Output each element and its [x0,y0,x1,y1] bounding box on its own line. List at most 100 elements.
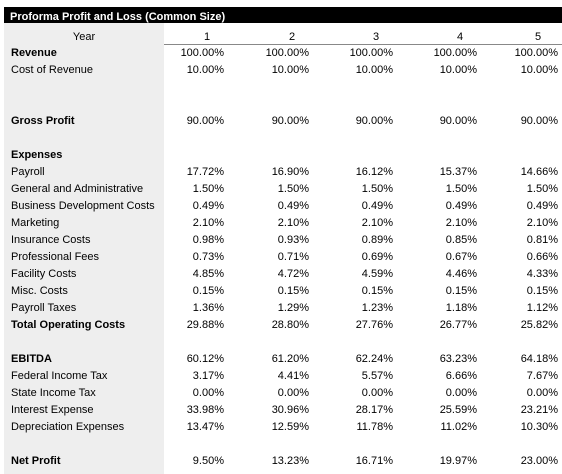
value-cell-year-2[interactable]: 4.72% [277,268,309,280]
value-cell-year-4[interactable]: 6.66% [445,370,477,382]
value-cell-year-3[interactable]: 1.50% [361,183,393,195]
row-label[interactable]: Net Profit [11,455,61,467]
value-cell-year-2[interactable]: 0.15% [277,285,309,297]
value-cell-year-4[interactable]: 0.15% [445,285,477,297]
value-cell-year-3[interactable]: 0.89% [361,234,393,246]
value-cell-year-4[interactable]: 10.00% [439,64,477,76]
value-cell-year-5[interactable]: 2.10% [526,217,558,229]
value-cell-year-1[interactable]: 9.50% [192,455,224,467]
value-cell-year-1[interactable]: 3.17% [192,370,224,382]
value-cell-year-2[interactable]: 100.00% [265,47,309,59]
value-cell-year-5[interactable]: 1.12% [526,302,558,314]
value-cell-year-2[interactable]: 0.00% [277,387,309,399]
value-cell-year-5[interactable] [488,147,558,164]
value-cell-year-4[interactable]: 4.46% [445,268,477,280]
value-cell-year-5[interactable]: 0.66% [526,251,558,263]
value-cell-year-1[interactable]: 10.00% [186,64,224,76]
value-cell-year-4[interactable]: 15.37% [439,166,477,178]
value-cell-year-1[interactable]: 0.98% [192,234,224,246]
row-label[interactable]: Payroll [11,166,45,178]
value-cell-year-2[interactable] [239,147,309,164]
value-cell-year-5[interactable]: 23.21% [520,404,558,416]
value-cell-year-3[interactable] [323,147,393,164]
value-cell-year-2[interactable]: 12.59% [271,421,309,433]
value-cell-year-4[interactable]: 1.18% [445,302,477,314]
value-cell-year-3[interactable]: 0.00% [361,387,393,399]
value-cell-year-2[interactable]: 1.29% [277,302,309,314]
year-header-label[interactable]: Year [72,31,96,43]
value-cell-year-5[interactable]: 0.49% [526,200,558,212]
year-header-5[interactable]: 5 [534,31,542,43]
value-cell-year-1[interactable]: 0.49% [192,200,224,212]
value-cell-year-1[interactable]: 90.00% [186,115,224,127]
value-cell-year-5[interactable]: 0.15% [526,285,558,297]
row-label[interactable]: State Income Tax [11,387,96,399]
value-cell-year-2[interactable]: 0.49% [277,200,309,212]
value-cell-year-5[interactable]: 10.00% [520,64,558,76]
value-cell-year-4[interactable]: 19.97% [439,455,477,467]
year-header-4[interactable]: 4 [456,31,464,43]
value-cell-year-1[interactable]: 13.47% [186,421,224,433]
value-cell-year-2[interactable]: 90.00% [271,115,309,127]
value-cell-year-1[interactable]: 29.88% [186,319,224,331]
value-cell-year-5[interactable]: 0.00% [526,387,558,399]
row-label[interactable]: EBITDA [11,353,52,365]
value-cell-year-2[interactable]: 0.93% [277,234,309,246]
value-cell-year-4[interactable]: 2.10% [445,217,477,229]
year-header-3[interactable]: 3 [372,31,380,43]
value-cell-year-2[interactable]: 0.71% [277,251,309,263]
value-cell-year-1[interactable] [154,147,224,164]
value-cell-year-4[interactable]: 0.85% [445,234,477,246]
row-label[interactable]: Interest Expense [11,404,94,416]
value-cell-year-4[interactable]: 0.00% [445,387,477,399]
row-label[interactable]: Business Development Costs [11,200,155,212]
value-cell-year-2[interactable]: 4.41% [277,370,309,382]
row-label[interactable]: Depreciation Expenses [11,421,125,433]
value-cell-year-4[interactable]: 25.59% [439,404,477,416]
value-cell-year-3[interactable]: 0.15% [361,285,393,297]
value-cell-year-4[interactable]: 100.00% [433,47,477,59]
value-cell-year-3[interactable]: 0.49% [361,200,393,212]
row-label[interactable]: Total Operating Costs [11,319,126,331]
value-cell-year-2[interactable]: 28.80% [271,319,309,331]
row-label[interactable]: Gross Profit [11,115,75,127]
value-cell-year-3[interactable]: 28.17% [355,404,393,416]
value-cell-year-3[interactable]: 1.23% [361,302,393,314]
value-cell-year-5[interactable]: 90.00% [520,115,558,127]
value-cell-year-4[interactable]: 90.00% [439,115,477,127]
value-cell-year-2[interactable]: 1.50% [277,183,309,195]
value-cell-year-5[interactable]: 100.00% [514,47,558,59]
value-cell-year-3[interactable]: 2.10% [361,217,393,229]
value-cell-year-5[interactable]: 14.66% [520,166,558,178]
value-cell-year-3[interactable]: 90.00% [355,115,393,127]
value-cell-year-5[interactable]: 64.18% [520,353,558,365]
value-cell-year-4[interactable]: 11.02% [440,421,478,433]
value-cell-year-3[interactable]: 16.12% [355,166,393,178]
value-cell-year-2[interactable]: 30.96% [271,404,309,416]
value-cell-year-1[interactable]: 0.00% [192,387,224,399]
value-cell-year-2[interactable]: 10.00% [271,64,309,76]
value-cell-year-3[interactable]: 62.24% [355,353,393,365]
row-label[interactable]: Facility Costs [11,268,77,280]
value-cell-year-5[interactable]: 1.50% [526,183,558,195]
row-label[interactable]: Revenue [11,47,57,59]
value-cell-year-1[interactable]: 2.10% [192,217,224,229]
value-cell-year-4[interactable]: 26.77% [439,319,477,331]
row-label[interactable]: Cost of Revenue [11,64,93,76]
value-cell-year-3[interactable]: 16.71% [355,455,393,467]
value-cell-year-4[interactable]: 1.50% [445,183,477,195]
value-cell-year-1[interactable]: 1.50% [192,183,224,195]
row-label[interactable]: Professional Fees [11,251,100,263]
value-cell-year-1[interactable]: 1.36% [192,302,224,314]
row-label[interactable]: Expenses [11,149,63,161]
value-cell-year-3[interactable]: 100.00% [349,47,393,59]
value-cell-year-3[interactable]: 27.76% [355,319,393,331]
value-cell-year-2[interactable]: 13.23% [271,455,309,467]
value-cell-year-5[interactable]: 7.67% [526,370,558,382]
value-cell-year-1[interactable]: 33.98% [186,404,224,416]
row-label[interactable]: Federal Income Tax [11,370,108,382]
value-cell-year-5[interactable]: 25.82% [520,319,558,331]
year-header-1[interactable]: 1 [203,31,211,43]
value-cell-year-3[interactable]: 4.59% [361,268,393,280]
value-cell-year-5[interactable]: 10.30% [520,421,558,433]
